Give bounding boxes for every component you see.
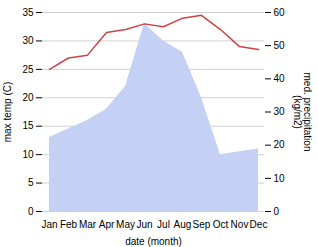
svg-text:30: 30 — [274, 106, 286, 117]
svg-text:20: 20 — [274, 139, 286, 150]
svg-text:Dec: Dec — [250, 219, 268, 230]
svg-text:Jan: Jan — [41, 219, 57, 230]
svg-text:Aug: Aug — [174, 219, 192, 230]
svg-text:0: 0 — [28, 206, 34, 217]
svg-text:Feb: Feb — [60, 219, 78, 230]
svg-text:15: 15 — [22, 120, 34, 131]
svg-text:date (month): date (month) — [125, 236, 182, 247]
svg-text:Apr: Apr — [99, 219, 115, 230]
svg-text:10: 10 — [274, 173, 286, 184]
svg-text:60: 60 — [274, 7, 286, 18]
svg-text:Oct: Oct — [213, 219, 229, 230]
svg-text:Jun: Jun — [136, 219, 152, 230]
svg-text:May: May — [116, 219, 135, 230]
svg-text:25: 25 — [22, 64, 34, 75]
svg-text:50: 50 — [274, 40, 286, 51]
svg-text:Sep: Sep — [193, 219, 211, 230]
svg-text:20: 20 — [22, 92, 34, 103]
svg-text:40: 40 — [274, 73, 286, 84]
svg-text:Nov: Nov — [231, 219, 249, 230]
svg-text:0: 0 — [274, 206, 280, 217]
svg-text:Jul: Jul — [157, 219, 170, 230]
svg-text:35: 35 — [22, 7, 34, 18]
svg-text:10: 10 — [22, 149, 34, 160]
svg-text:Mar: Mar — [79, 219, 97, 230]
svg-text:30: 30 — [22, 35, 34, 46]
svg-text:med. precipitation(kg/m2): med. precipitation(kg/m2) — [292, 73, 313, 152]
svg-text:5: 5 — [28, 177, 34, 188]
svg-text:max temp (C): max temp (C) — [2, 82, 13, 143]
